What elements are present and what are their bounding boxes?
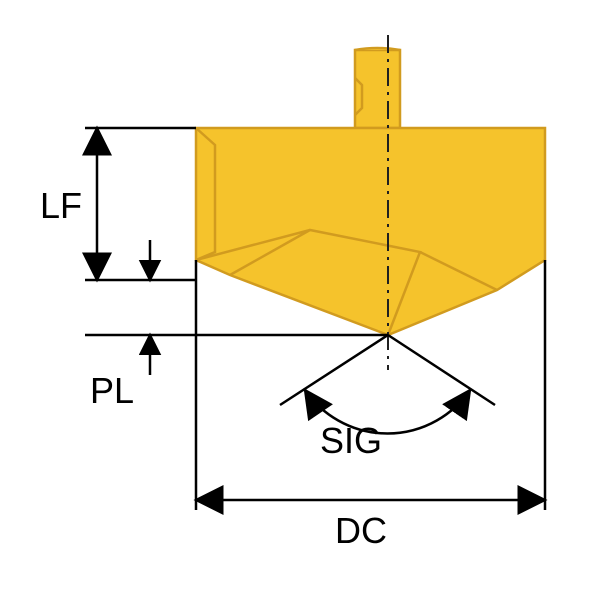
lf-dimension	[85, 128, 196, 280]
dc-label: DC	[335, 510, 387, 552]
lf-label: LF	[40, 185, 82, 227]
pl-label: PL	[90, 370, 134, 412]
tool-body	[196, 48, 545, 335]
technical-diagram	[0, 0, 600, 600]
sig-label: SIG	[320, 420, 382, 462]
